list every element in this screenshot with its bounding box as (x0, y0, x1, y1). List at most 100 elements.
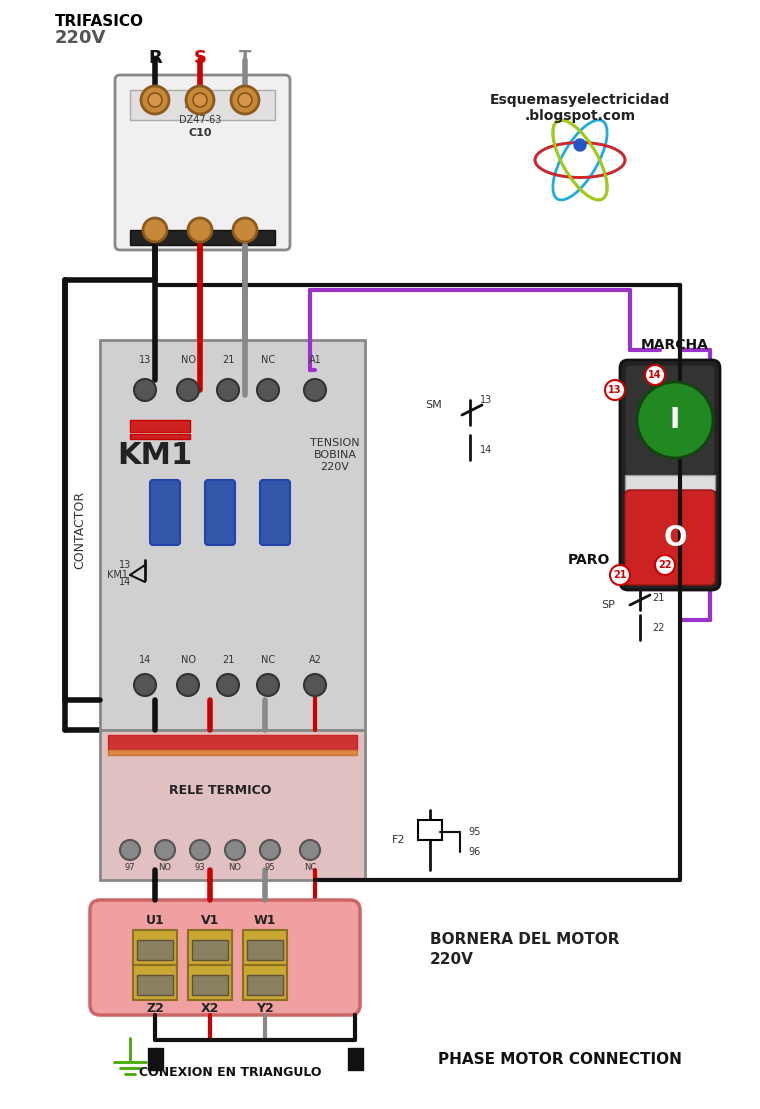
Text: Aodec: Aodec (185, 100, 215, 110)
Text: O: O (663, 523, 687, 552)
Text: F2: F2 (391, 835, 405, 845)
FancyBboxPatch shape (625, 365, 715, 475)
Bar (100, 730, 365, 881)
Circle shape (260, 840, 280, 859)
Text: CONTACTOR: CONTACTOR (74, 491, 87, 569)
Circle shape (231, 87, 259, 114)
Circle shape (238, 93, 252, 106)
Text: 95: 95 (468, 827, 480, 837)
Circle shape (190, 840, 210, 859)
Text: T: T (239, 49, 252, 67)
Text: NO: NO (159, 863, 172, 872)
Circle shape (304, 674, 326, 696)
Text: TENSION
BOBINA
220V: TENSION BOBINA 220V (310, 438, 359, 471)
Bar (130, 434, 190, 439)
Text: W1: W1 (254, 914, 276, 926)
Bar (247, 940, 283, 960)
Text: S: S (194, 49, 207, 67)
Text: Y2: Y2 (256, 1001, 274, 1015)
Circle shape (177, 674, 199, 696)
Text: SM: SM (426, 400, 442, 410)
Text: 97: 97 (125, 863, 135, 872)
Text: NO: NO (229, 863, 242, 872)
Circle shape (143, 218, 167, 242)
Circle shape (188, 218, 212, 242)
Text: 14: 14 (139, 655, 151, 665)
Bar (130, 90, 275, 120)
Text: 220V: 220V (430, 953, 474, 967)
Text: NC: NC (304, 863, 316, 872)
Text: 93: 93 (195, 863, 205, 872)
Bar (108, 750, 357, 755)
FancyBboxPatch shape (625, 490, 715, 586)
Bar (133, 965, 177, 1000)
Text: .blogspot.com: .blogspot.com (524, 109, 635, 123)
Circle shape (257, 379, 279, 401)
Circle shape (186, 87, 214, 114)
Bar (247, 975, 283, 995)
Circle shape (217, 674, 239, 696)
Bar (137, 975, 173, 995)
Bar (188, 965, 232, 1000)
Circle shape (141, 87, 169, 114)
Circle shape (148, 93, 162, 106)
Bar (243, 930, 287, 965)
Bar (348, 1048, 363, 1070)
Bar (130, 230, 275, 245)
Text: 14: 14 (480, 445, 492, 455)
Circle shape (155, 840, 175, 859)
Bar (108, 735, 357, 750)
Text: 14: 14 (648, 370, 662, 380)
Bar (243, 965, 287, 1000)
Text: 21: 21 (222, 355, 234, 365)
Bar (148, 1048, 163, 1070)
Text: C10: C10 (188, 128, 212, 138)
Text: 96: 96 (468, 847, 480, 857)
Text: X2: X2 (201, 1001, 219, 1015)
Text: KM1: KM1 (117, 440, 192, 469)
Circle shape (233, 218, 257, 242)
Circle shape (225, 840, 245, 859)
Bar (133, 930, 177, 965)
Circle shape (645, 365, 665, 385)
Text: 14: 14 (119, 577, 131, 587)
Text: 22: 22 (658, 560, 672, 570)
Text: TRIFASICO: TRIFASICO (55, 14, 144, 30)
FancyBboxPatch shape (205, 480, 235, 545)
Text: I: I (670, 406, 680, 434)
Text: 22: 22 (652, 623, 664, 633)
Bar (192, 975, 228, 995)
Text: 13: 13 (139, 355, 151, 365)
Circle shape (177, 379, 199, 401)
Bar (188, 930, 232, 965)
FancyBboxPatch shape (115, 75, 290, 250)
FancyBboxPatch shape (620, 360, 720, 590)
Text: 13: 13 (119, 560, 131, 570)
Circle shape (637, 381, 713, 458)
Text: PARO: PARO (568, 553, 610, 567)
Circle shape (605, 380, 625, 400)
Text: MARCHA: MARCHA (641, 338, 709, 352)
Text: NO: NO (181, 355, 195, 365)
Text: PHASE MOTOR CONNECTION: PHASE MOTOR CONNECTION (438, 1052, 682, 1068)
Text: NC: NC (261, 655, 275, 665)
Text: CONEXION EN TRIANGULO: CONEXION EN TRIANGULO (139, 1066, 321, 1078)
Text: 21: 21 (613, 570, 627, 580)
Text: R: R (148, 49, 162, 67)
FancyBboxPatch shape (150, 480, 180, 545)
Text: 13: 13 (480, 395, 492, 405)
Bar (625, 475, 715, 490)
Text: BORNERA DEL MOTOR: BORNERA DEL MOTOR (430, 933, 619, 947)
Text: 21: 21 (222, 655, 234, 665)
Text: A1: A1 (309, 355, 321, 365)
Bar (130, 420, 190, 433)
Text: Z2: Z2 (146, 1001, 164, 1015)
Text: SP: SP (601, 600, 615, 610)
Text: RELE TERMICO: RELE TERMICO (169, 783, 271, 796)
Circle shape (655, 554, 675, 574)
Circle shape (134, 379, 156, 401)
Text: KM1: KM1 (107, 570, 128, 580)
Circle shape (217, 379, 239, 401)
Circle shape (300, 840, 320, 859)
Circle shape (610, 564, 630, 586)
